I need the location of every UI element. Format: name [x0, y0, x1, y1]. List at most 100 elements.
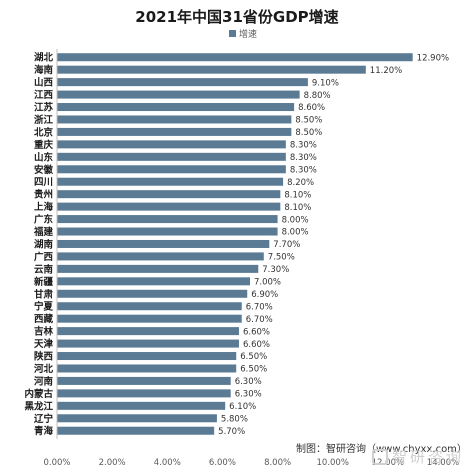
data-label: 8.30% [290, 141, 317, 151]
y-tick-label: 甘肃 [34, 288, 54, 300]
bar [57, 252, 264, 261]
data-label: 5.80% [221, 414, 248, 424]
bar [57, 177, 284, 186]
bar [57, 376, 231, 385]
bar [57, 165, 286, 174]
data-label: 7.70% [273, 240, 300, 250]
y-tick-label: 福建 [33, 226, 54, 238]
data-label: 6.60% [243, 327, 270, 337]
y-tick-label: 吉林 [34, 326, 54, 338]
y-tick-label: 河北 [34, 363, 54, 375]
data-label: 6.30% [235, 390, 262, 400]
bar [57, 314, 242, 323]
y-tick-label: 黑龙江 [24, 400, 53, 412]
bar [57, 389, 231, 398]
bar [57, 140, 286, 149]
bar [57, 401, 226, 410]
x-tick-label: 6.00% [209, 458, 236, 468]
y-tick-label: 新疆 [34, 276, 54, 288]
legend: 增速 [229, 28, 257, 40]
bar [57, 78, 308, 87]
bar [57, 327, 239, 336]
watermark: 智研咨询 [371, 446, 464, 467]
y-tick-label: 山西 [34, 77, 54, 89]
source-note: 制图：智研咨询（www.chyxx.com） [296, 442, 467, 455]
bar [57, 115, 292, 124]
x-tick-label: 4.00% [154, 458, 181, 468]
y-tick-label: 四川 [34, 177, 53, 188]
bar [57, 339, 239, 348]
data-label: 6.60% [243, 340, 270, 350]
bar [57, 239, 270, 248]
y-tick-label: 江苏 [34, 102, 54, 114]
bar [57, 352, 237, 361]
data-label: 9.10% [312, 78, 339, 88]
x-axis: 0.00% 2.00% 4.00% 6.00% 8.00% 10.00% 12.00% 14.… [43, 49, 459, 468]
x-tick-label: 2.00% [99, 458, 126, 468]
data-label: 12.90% [417, 53, 449, 63]
y-tick-label: 北京 [34, 126, 54, 138]
bar [57, 152, 286, 161]
y-tick-label: 浙江 [34, 114, 54, 126]
y-tick-label: 青海 [34, 425, 54, 437]
data-label: 7.50% [268, 253, 295, 263]
chart-title: 2021年中国31省份GDP增速 [135, 8, 338, 26]
watermark-text: 智研咨询 [391, 448, 464, 466]
x-tick-label: 14.00% [427, 458, 459, 468]
bar [57, 190, 281, 199]
bar [57, 103, 295, 112]
y-tick-label: 山东 [34, 151, 54, 163]
data-label: 6.70% [246, 315, 273, 325]
data-label: 8.30% [290, 165, 317, 175]
y-tick-label: 广东 [34, 214, 54, 226]
y-tick-label: 广西 [34, 251, 54, 263]
legend-label: 增速 [239, 28, 257, 40]
x-tick-label: 12.00% [372, 458, 404, 468]
data-label: 6.50% [240, 365, 267, 375]
y-tick-label: 宁夏 [34, 301, 54, 313]
bar [57, 202, 281, 211]
x-tick-label: 0.00% [43, 458, 70, 468]
y-tick-label: 海南 [34, 64, 54, 76]
legend-swatch [229, 30, 236, 37]
data-label: 6.70% [246, 302, 273, 312]
data-label: 7.30% [262, 265, 289, 275]
bar [57, 65, 366, 74]
bar [57, 289, 248, 298]
y-tick-label: 江西 [34, 89, 54, 101]
data-label: 5.70% [218, 427, 245, 437]
data-label: 8.10% [284, 190, 311, 200]
bar [57, 277, 250, 286]
data-label: 8.30% [290, 153, 317, 163]
data-label: 8.00% [282, 215, 309, 225]
y-tick-label: 湖北 [34, 52, 54, 64]
data-label: 6.30% [235, 377, 262, 387]
data-label: 8.00% [282, 228, 309, 238]
bar [57, 426, 215, 435]
data-label: 6.50% [240, 352, 267, 362]
bar [57, 302, 242, 311]
bar [57, 264, 259, 273]
data-label: 11.20% [370, 66, 402, 76]
y-tick-label: 重庆 [34, 139, 54, 151]
bar [57, 364, 237, 373]
y-tick-label: 内蒙古 [24, 388, 53, 400]
y-tick-label: 上海 [34, 201, 54, 213]
x-tick-label: 10.00% [317, 458, 349, 468]
y-tick-label: 贵州 [34, 189, 53, 201]
bar [57, 53, 413, 62]
y-tick-label: 河南 [34, 375, 54, 387]
data-label: 8.80% [304, 91, 331, 101]
data-label: 7.00% [254, 278, 281, 288]
data-label: 8.20% [287, 178, 314, 188]
y-tick-label: 天津 [34, 338, 54, 350]
y-tick-label: 陕西 [34, 351, 54, 363]
data-label: 6.90% [251, 290, 278, 300]
y-tick-label: 云南 [34, 263, 54, 275]
watermark-logo-icon [371, 449, 388, 465]
bars-layer: 湖北 12.90% 海南 11.20% 山西 9.10% 江西 8.80% 江苏 8.60% 浙江 8… [24, 52, 449, 438]
data-label: 8.60% [298, 103, 325, 113]
bar [57, 215, 278, 224]
y-tick-label: 辽宁 [34, 413, 54, 425]
